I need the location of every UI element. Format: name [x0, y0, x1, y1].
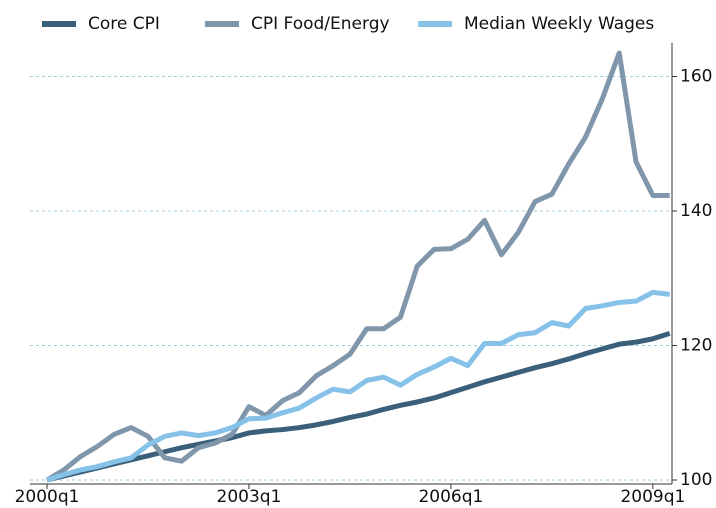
x-tick-label: 2006q1 — [418, 487, 483, 507]
y-tick-label: 160 — [680, 67, 712, 87]
series-line — [45, 50, 670, 483]
series-line — [46, 331, 671, 483]
legend-label: Median Weekly Wages — [464, 14, 654, 34]
x-tick-label: 2009q1 — [620, 487, 685, 507]
series-line — [46, 289, 671, 483]
y-tick-label: 100 — [680, 470, 712, 490]
legend-label: CPI Food/Energy — [251, 14, 390, 34]
x-tick-label: 2003q1 — [217, 487, 282, 507]
x-tick-label: 2000q1 — [15, 487, 80, 507]
y-tick-label: 120 — [680, 336, 712, 356]
y-tick-label: 140 — [680, 201, 712, 221]
legend-label: Core CPI — [88, 14, 160, 34]
